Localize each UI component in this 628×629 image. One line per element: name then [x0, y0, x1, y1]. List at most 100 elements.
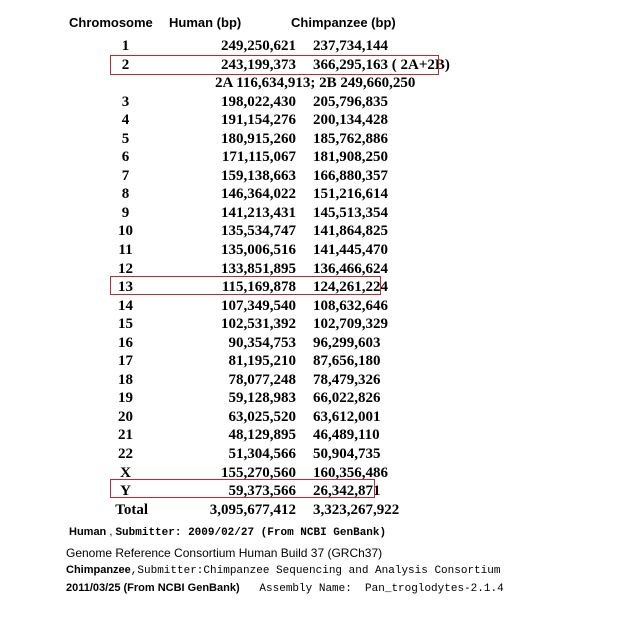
chimp-bp-cell: 124,261,224 [313, 279, 388, 296]
chromosome-cell: 7 [121, 167, 130, 184]
chromosome-cell: 13 [118, 279, 133, 296]
human-bp-cell: 191,154,276 [221, 112, 296, 129]
chimp-bp-cell: 151,216,614 [313, 186, 388, 203]
table-row: 9 141,213,431 145,513,354 [110, 204, 415, 223]
chimp-bp-cell: 66,022,826 [313, 390, 381, 407]
chromosome-cell: 10 [118, 223, 133, 240]
chimp-bp-cell: 141,445,470 [313, 242, 388, 259]
chromosome-cell: 8 [121, 186, 130, 203]
table-row: 3 198,022,430 205,796,835 [110, 93, 415, 112]
highlight-box-chr2 [110, 55, 439, 75]
header-chromosome: Chromosome [69, 15, 153, 30]
chimp-bp-cell: 136,466,624 [313, 260, 388, 277]
total-human: 3,095,677,412 [209, 501, 296, 518]
human-bp-cell: 102,531,392 [221, 316, 296, 333]
chromosome-cell: 4 [121, 112, 130, 129]
chimp-bp-cell: 200,134,428 [313, 112, 388, 129]
human-submitter: Submitter: 2009/02/27 (From NCBI GenBank… [115, 527, 387, 539]
human-bp-cell: 249,250,621 [221, 38, 296, 54]
human-bp-cell: 107,349,540 [221, 297, 296, 314]
header-chimp: Chimpanzee (bp) [291, 15, 396, 30]
chimp-label: Chimpanzee [66, 564, 131, 576]
table-row: 20 63,025,520 63,612,001 [110, 408, 415, 427]
table-row: X 155,270,560 160,356,486 [110, 464, 415, 483]
chromosome-cell: 9 [121, 204, 130, 221]
table-row: 15 102,531,392 102,709,329 [110, 315, 415, 334]
chromosome-cell: 2 [121, 56, 130, 73]
table-row: 18 78,077,248 78,479,326 [110, 371, 415, 390]
table-row: 10 135,534,747 141,864,825 [110, 222, 415, 241]
chimp-bp-cell: 50,904,735 [313, 446, 381, 463]
table-row: 1 249,250,621 237,734,144 [110, 37, 415, 56]
chimp-bp-cell: 181,908,250 [313, 149, 388, 166]
chromosome-cell: 18 [118, 371, 133, 388]
chromosome-cell: 14 [118, 297, 133, 314]
table-row: 12 133,851,895 136,466,624 [110, 260, 415, 279]
chimp-bp-cell: 237,734,144 [313, 38, 388, 54]
human-bp-cell: 141,213,431 [221, 204, 296, 221]
chimp-bp-cell: 205,796,835 [313, 93, 388, 110]
chromosome-cell: 6 [121, 149, 130, 166]
chromosome-cell: 17 [118, 353, 133, 370]
chimp-bp-cell: 145,513,354 [313, 204, 388, 221]
chimp-bp-cell: 108,632,646 [313, 297, 388, 314]
chromosome-cell: Y [120, 483, 131, 500]
header-human: Human (bp) [169, 15, 242, 30]
highlight-box-chr13 [110, 276, 381, 295]
human-bp-cell: 135,006,516 [221, 242, 296, 259]
chimp-bp-cell: 26,342,871 [313, 483, 381, 500]
chromosome-cell: 16 [118, 334, 133, 351]
table-row: 7 159,138,663 166,880,357 [110, 167, 415, 186]
chromosome-cell: 5 [121, 130, 130, 147]
human-bp-cell: 59,373,566 [228, 483, 297, 500]
chromosome-cell: 22 [118, 446, 133, 463]
chimp-bp-cell: 166,880,357 [313, 167, 388, 184]
table-row: 5 180,915,260 185,762,886 [110, 130, 415, 149]
human-bp-cell: 59,128,983 [228, 390, 297, 407]
human-bp-cell: 133,851,895 [221, 260, 296, 277]
highlight-box-chry [110, 479, 375, 498]
chromosome-cell: 20 [118, 408, 133, 425]
total-chimp: 3,323,267,922 [313, 501, 400, 518]
chromosome-cell: 12 [118, 260, 133, 277]
table-row: 19 59,128,983 66,022,826 [110, 389, 415, 408]
human-bp-cell: 48,129,895 [228, 427, 297, 444]
human-bp-cell: 198,022,430 [221, 93, 296, 110]
table-row: 11 135,006,516 141,445,470 [110, 241, 415, 260]
chromosome-cell: X [120, 464, 131, 481]
table-row: 21 48,129,895 46,489,110 [110, 426, 415, 445]
chimp-bp-cell: 102,709,329 [313, 316, 388, 333]
human-bp-cell: 90,354,753 [228, 334, 297, 351]
human-sep: , [106, 526, 116, 538]
human-label: Human [69, 526, 107, 538]
human-bp-cell: 171,115,067 [221, 149, 296, 166]
table-row: 4 191,154,276 200,134,428 [110, 111, 415, 130]
chromosome-cell: 11 [118, 242, 133, 259]
chimp-assembly: Assembly Name: Pan_troglodytes-2.1.4 [239, 583, 504, 595]
chimp-bp-cell: 185,762,886 [313, 130, 388, 147]
chromosome-cell: 3 [121, 93, 130, 110]
table-row: 14 107,349,540 108,632,646 [110, 297, 415, 316]
human-bp-cell: 155,270,560 [221, 464, 296, 481]
human-bp-cell: 115,169,878 [221, 279, 296, 296]
chimp-date: 2011/03/25 (From NCBI GenBank) [66, 582, 240, 594]
chimp-bp-cell: 141,864,825 [313, 223, 388, 240]
chr2-split-note: 2A 116,634,913; 2B 249,660,250 [215, 75, 416, 92]
chromosome-cell: 19 [118, 390, 133, 407]
human-bp-cell: 51,304,566 [228, 446, 297, 463]
chimp-bp-cell: 160,356,486 [313, 464, 388, 481]
chromosome-cell: 1 [121, 38, 130, 54]
chromosome-cell: 21 [118, 427, 133, 444]
chimp-submitter: ,Submitter:Chimpanzee Sequencing and Ana… [130, 565, 501, 577]
table-row: Y 59,373,566 26,342,871 [110, 482, 415, 501]
human-bp-cell: 243,199,373 [221, 56, 296, 73]
chromosome-cell: 15 [118, 316, 133, 333]
chimp-bp-cell: 96,299,603 [313, 334, 381, 351]
chimp-bp-cell: 87,656,180 [313, 353, 381, 370]
human-bp-cell: 63,025,520 [228, 408, 297, 425]
total-label: Total [115, 501, 148, 518]
human-bp-cell: 159,138,663 [221, 167, 296, 184]
table-row: 16 90,354,753 96,299,603 [110, 334, 415, 353]
total-row: Total 3,095,677,412 3,323,267,922 [110, 501, 415, 520]
chimp-date-line: 2011/03/25 (From NCBI GenBank) Assembly … [66, 582, 504, 595]
